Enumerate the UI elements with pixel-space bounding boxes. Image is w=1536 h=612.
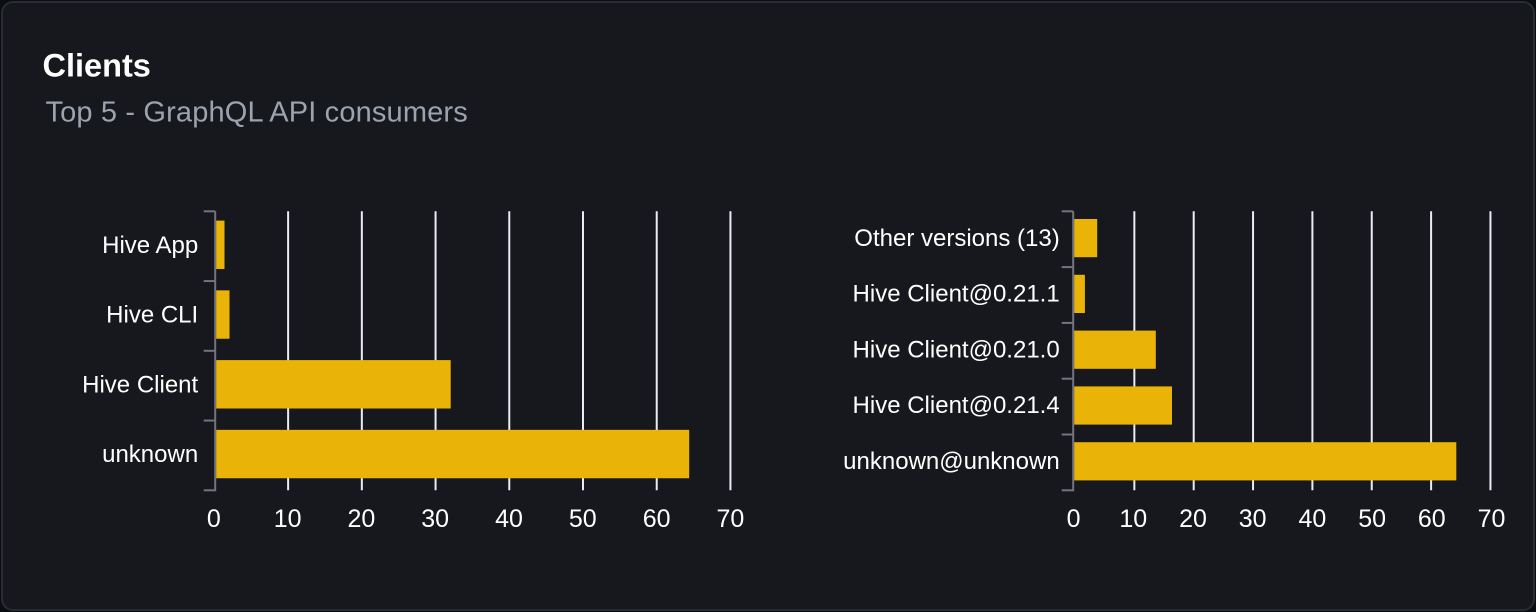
svg-text:Other versions (13): Other versions (13) [854,225,1059,252]
svg-text:70: 70 [716,505,744,533]
svg-text:50: 50 [569,505,597,533]
svg-text:0: 0 [207,505,221,533]
svg-text:Hive Client@0.21.0: Hive Client@0.21.0 [853,336,1060,363]
svg-text:10: 10 [1119,505,1147,533]
svg-text:Hive Client@0.21.1: Hive Client@0.21.1 [853,281,1060,308]
svg-text:60: 60 [643,505,671,533]
svg-text:Clients: Clients [43,47,151,83]
svg-text:70: 70 [1478,505,1506,533]
svg-text:20: 20 [347,505,375,533]
svg-text:unknown: unknown [102,441,198,468]
svg-text:unknown@unknown: unknown@unknown [843,448,1060,475]
svg-text:0: 0 [1067,505,1081,533]
svg-text:Top 5 - GraphQL API consumers: Top 5 - GraphQL API consumers [46,96,468,128]
svg-text:20: 20 [1179,505,1207,533]
svg-text:30: 30 [1239,505,1267,533]
svg-text:40: 40 [495,505,523,533]
svg-text:10: 10 [274,505,302,533]
svg-text:60: 60 [1418,505,1446,533]
svg-text:30: 30 [421,505,449,533]
svg-text:50: 50 [1358,505,1386,533]
svg-text:Hive App: Hive App [102,232,198,259]
svg-text:40: 40 [1298,505,1326,533]
svg-text:Hive CLI: Hive CLI [106,302,198,329]
svg-text:Hive Client@0.21.4: Hive Client@0.21.4 [853,392,1060,419]
svg-text:Hive Client: Hive Client [82,371,198,398]
